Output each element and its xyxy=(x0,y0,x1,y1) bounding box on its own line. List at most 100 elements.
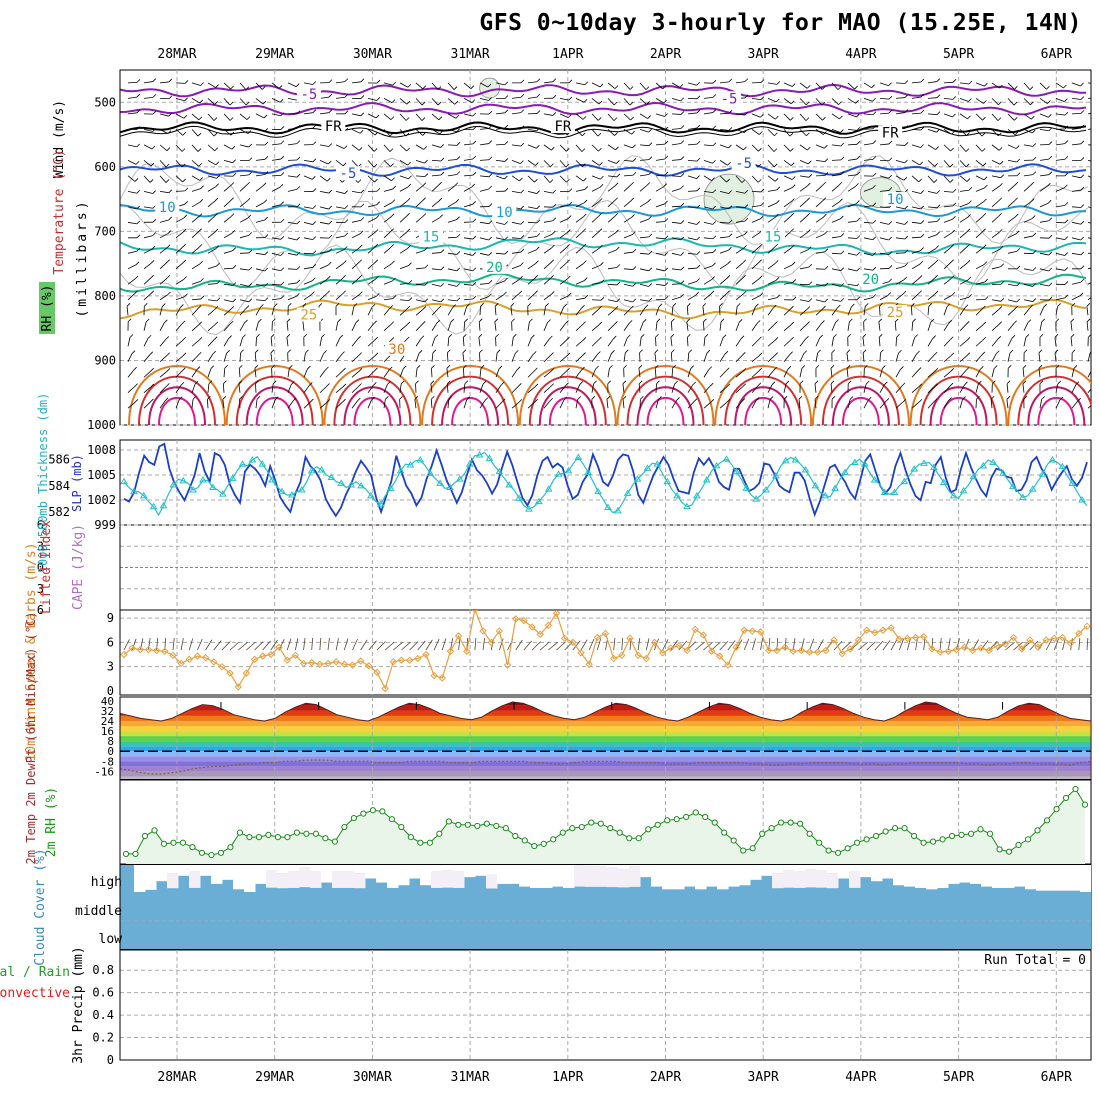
wind-barb xyxy=(671,188,681,192)
wind-barb-flag xyxy=(983,198,987,203)
wind-barb xyxy=(303,294,312,301)
wind-barb xyxy=(959,203,969,208)
wind-barb xyxy=(638,383,641,393)
wind-barb xyxy=(1007,159,1017,163)
rh-point xyxy=(844,845,851,852)
wind-barb xyxy=(862,337,865,347)
cloud-high-gap xyxy=(431,865,443,872)
wind-barb xyxy=(847,186,856,192)
wind-speed-point xyxy=(291,651,300,660)
wind-barb xyxy=(719,144,729,149)
temp-tick-label: -8 xyxy=(101,755,114,768)
wind-barb xyxy=(1007,308,1015,316)
wind-barb-10m xyxy=(401,641,411,651)
wind-barb-flag xyxy=(888,251,893,255)
wind-barb xyxy=(463,306,468,316)
wind-barb xyxy=(719,278,728,285)
temp-labels: 2m Temp 2m DewPt (6hr Min/Max) (°C) xyxy=(24,612,38,865)
wind-barb-flag xyxy=(1064,98,1068,102)
wind-barb xyxy=(1039,174,1049,177)
wind-speed-point xyxy=(405,656,414,664)
wind-barb-flag xyxy=(759,131,763,135)
wind-barb-flag xyxy=(446,365,451,369)
wind-barb xyxy=(911,250,921,254)
wind-barb xyxy=(175,144,183,152)
wind-barb-flag xyxy=(855,183,859,187)
wind-barb xyxy=(335,293,343,301)
wind-barb-flag xyxy=(488,203,493,207)
wind-barb-flag xyxy=(711,276,715,280)
wind-barb xyxy=(159,190,169,194)
wind-barb-flag xyxy=(1009,349,1014,354)
wind-barb-flag xyxy=(598,321,603,326)
wind-barb xyxy=(895,159,905,164)
wind-barb xyxy=(1071,112,1082,115)
wind-barb-flag xyxy=(198,213,203,217)
wind-barb-flag xyxy=(930,318,935,323)
rh-ylabel: 2m RH (%) xyxy=(44,787,59,857)
pressure-tick-label: 600 xyxy=(94,160,116,174)
wind-barb-flag xyxy=(136,189,141,194)
surface-temperature-contour xyxy=(831,386,890,425)
wind-barb-flag xyxy=(150,290,155,295)
wind-barb-flag xyxy=(712,94,717,98)
surface-temperature-contour xyxy=(441,386,500,425)
wind-barb xyxy=(1071,368,1075,378)
wind-barb-flag xyxy=(1080,110,1085,114)
wind-barb-flag xyxy=(549,397,553,402)
wind-barb-flag xyxy=(680,236,685,241)
wind-barb xyxy=(1007,323,1014,332)
wind-barb-flag xyxy=(136,93,141,98)
wind-barb-flag xyxy=(511,318,515,323)
wind-barb-flag xyxy=(280,112,285,117)
wind-barb-flag xyxy=(872,125,877,130)
cloud-high-gap xyxy=(827,865,839,874)
wind-barb xyxy=(479,400,486,409)
wind-barb xyxy=(223,185,232,192)
wind-barb-flag xyxy=(582,244,586,248)
cloud-ylabel: Cloud Cover (%) xyxy=(33,848,48,965)
wind-barb xyxy=(495,401,503,409)
wind-speed-point xyxy=(658,649,667,657)
wind-barb-flag xyxy=(466,303,470,307)
wind-barb-flag xyxy=(599,162,603,166)
wind-barb-flag xyxy=(328,93,333,98)
wind-barb-flag xyxy=(904,221,909,225)
wind-barb-flag xyxy=(798,395,803,400)
wind-barb-flag xyxy=(232,282,237,286)
wind-barb xyxy=(991,299,1001,302)
wind-barb-flag xyxy=(630,116,634,121)
wind-barb-flag xyxy=(646,182,651,186)
wind-barb-flag xyxy=(421,321,426,325)
temp-ylabel: 2m Temp 2m DewPt (6hr Min/Max) (°C) xyxy=(24,612,38,865)
wind-barb-flag xyxy=(181,320,186,325)
wind-barb-flag xyxy=(1000,280,1005,285)
cloud-high-gap xyxy=(376,865,388,883)
wind-barb-flag xyxy=(360,112,365,117)
wind-barb-flag xyxy=(949,336,954,341)
rh-point xyxy=(122,850,130,858)
temp-2m-line xyxy=(120,701,1091,779)
wind-barb xyxy=(159,113,169,117)
wind-barb xyxy=(463,203,473,208)
wind-barb-flag xyxy=(1038,365,1043,369)
wind-barb-flag xyxy=(392,185,396,190)
wind-barb xyxy=(815,113,823,121)
wind-barb-flag xyxy=(424,247,428,251)
wind-barb xyxy=(783,368,789,378)
wind-barb xyxy=(303,352,306,362)
wind-barb xyxy=(1023,82,1031,90)
wind-barb-flag xyxy=(696,264,701,269)
wind-barb xyxy=(799,338,806,347)
wind-barb-flag xyxy=(472,267,477,272)
rh-point xyxy=(787,819,794,826)
wind-barb xyxy=(223,98,231,106)
wind-barb xyxy=(527,278,535,285)
wind-barb-flag xyxy=(998,306,1003,310)
wind-barb-flag xyxy=(567,114,572,118)
wind-barb xyxy=(927,277,935,285)
wind-barb-flag xyxy=(821,320,825,324)
wind-barb xyxy=(943,232,952,239)
wind-barb-flag xyxy=(223,380,227,385)
wind-barb-flag xyxy=(824,282,829,287)
